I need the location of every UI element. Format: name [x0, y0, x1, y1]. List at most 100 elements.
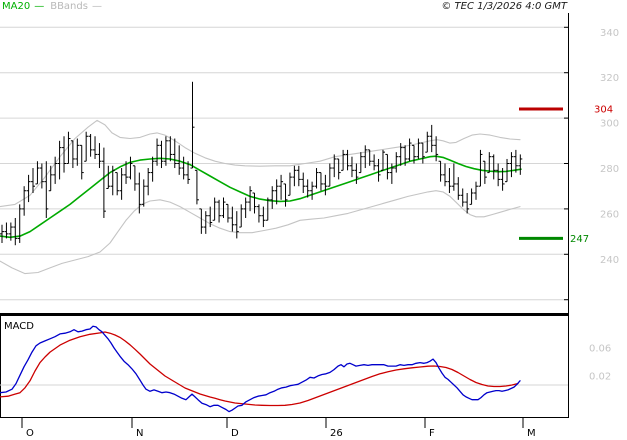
support-resistance-lines — [519, 107, 563, 240]
ohlc-bar — [0, 224, 4, 243]
ohlc-bar — [385, 153, 390, 180]
ohlc-bar — [243, 197, 248, 218]
ohlc-bar — [310, 181, 315, 200]
price-axis-label: 320 — [600, 73, 619, 84]
ohlc-bar — [407, 138, 412, 162]
ohlc-bar — [380, 149, 385, 171]
price-axis-label: 340 — [600, 28, 619, 39]
macd-main-line — [0, 325, 521, 413]
month-label: O — [26, 428, 34, 439]
price-axis-label: 240 — [600, 255, 619, 266]
ohlc-bar — [429, 124, 434, 153]
legend-bbands-dash: — — [91, 1, 102, 12]
ohlc-bar — [487, 152, 492, 174]
ohlc-bar — [394, 152, 399, 173]
ohlc-bar — [451, 163, 456, 191]
ohlc-bar — [141, 179, 146, 207]
copyright-text: © TEC 1/3/2026 4:0 GMT — [441, 1, 567, 12]
price-axis-label: 260 — [600, 209, 619, 220]
macd-panel — [0, 313, 569, 418]
ohlc-bar — [230, 206, 235, 232]
ohlc-bar — [318, 172, 323, 191]
ohlc-bar — [292, 165, 297, 187]
macd-axis-label: 0.06 — [589, 344, 611, 355]
macd-axis-label: 0.02 — [589, 372, 611, 383]
month-label: N — [136, 428, 143, 439]
ohlc-bar — [106, 165, 111, 189]
ohlc-bar — [296, 165, 301, 187]
ohlc-bar — [274, 179, 279, 205]
bollinger-bands — [0, 119, 521, 275]
ohlc-bar — [261, 206, 266, 228]
ohlc-bar — [194, 169, 199, 205]
ohlc-bar — [119, 168, 124, 200]
ohlc-bar — [518, 154, 523, 175]
ohlc-bar — [181, 156, 186, 180]
ohlc-bar — [252, 192, 257, 214]
bollinger-upper-line — [0, 119, 521, 208]
ohlc-bar — [411, 144, 416, 164]
bollinger-lower-line — [0, 190, 521, 275]
ohlc-bar — [491, 154, 496, 180]
ohlc-bar — [57, 140, 62, 180]
ohlc-bar — [39, 163, 44, 189]
ohlc-bar — [469, 188, 474, 205]
ohlc-bar — [225, 203, 230, 223]
ohlc-bar — [248, 186, 253, 212]
ohlc-bars — [0, 81, 523, 246]
ohlc-bar — [53, 156, 58, 184]
ohlc-bar — [168, 136, 173, 162]
ohlc-bar — [478, 149, 483, 187]
ohlc-bar — [155, 138, 160, 166]
ohlc-bar — [465, 193, 470, 214]
ohlc-bar — [420, 142, 425, 164]
ohlc-bar — [372, 154, 377, 171]
legend-ma20-label: MA20 — [2, 1, 31, 12]
ohlc-bar — [44, 161, 49, 218]
ohlc-bar — [48, 165, 53, 192]
ohlc-bar — [66, 131, 71, 164]
ohlc-bar — [474, 181, 479, 200]
ohlc-bar — [434, 136, 439, 162]
ohlc-bar — [128, 156, 133, 180]
ohlc-bar — [4, 222, 9, 239]
ohlc-bar — [265, 197, 270, 221]
ohlc-bar — [22, 186, 27, 216]
ohlc-bar — [199, 208, 204, 234]
ohlc-bar — [137, 172, 142, 214]
ohlc-bar — [279, 174, 284, 200]
ohlc-bar — [13, 217, 18, 246]
ohlc-bar — [314, 168, 319, 189]
ohlc-bar — [482, 160, 487, 184]
ohlc-bar — [283, 183, 288, 207]
legend: MA20— BBands — — [2, 1, 102, 13]
ohlc-bar — [425, 131, 430, 153]
ohlc-bar — [8, 222, 13, 241]
ohlc-bar — [221, 197, 226, 218]
ohlc-bar — [376, 158, 381, 182]
month-label: F — [429, 428, 435, 439]
ohlc-bar — [163, 136, 168, 166]
ohlc-bar — [443, 163, 447, 187]
ohlc-bar — [305, 179, 310, 198]
ohlc-bar — [124, 161, 129, 184]
macd-panel-label: MACD — [4, 321, 34, 332]
ohlc-bar — [101, 147, 106, 218]
ohlc-bar — [332, 154, 337, 178]
price-axis-label: 300 — [600, 119, 619, 130]
ohlc-bar — [217, 199, 222, 223]
ohlc-bar — [336, 158, 341, 180]
ohlc-bar — [398, 143, 403, 166]
ohlc-bar — [62, 136, 67, 173]
ohlc-bar — [363, 145, 368, 169]
ohlc-bar — [505, 158, 510, 183]
ohlc-bar — [208, 206, 213, 228]
ohlc-bar — [110, 165, 115, 196]
ohlc-bar — [75, 138, 80, 166]
ohlc-bar — [172, 138, 177, 169]
ohlc-bar — [509, 152, 514, 178]
ma20-line — [0, 155, 522, 239]
ohlc-bar — [203, 211, 208, 234]
legend-ma20-dash: — — [34, 1, 45, 12]
axis-labels: 304 247 340 320 300 280 260 240 0.06 0.02 O N D 26 F M — [26, 28, 619, 439]
